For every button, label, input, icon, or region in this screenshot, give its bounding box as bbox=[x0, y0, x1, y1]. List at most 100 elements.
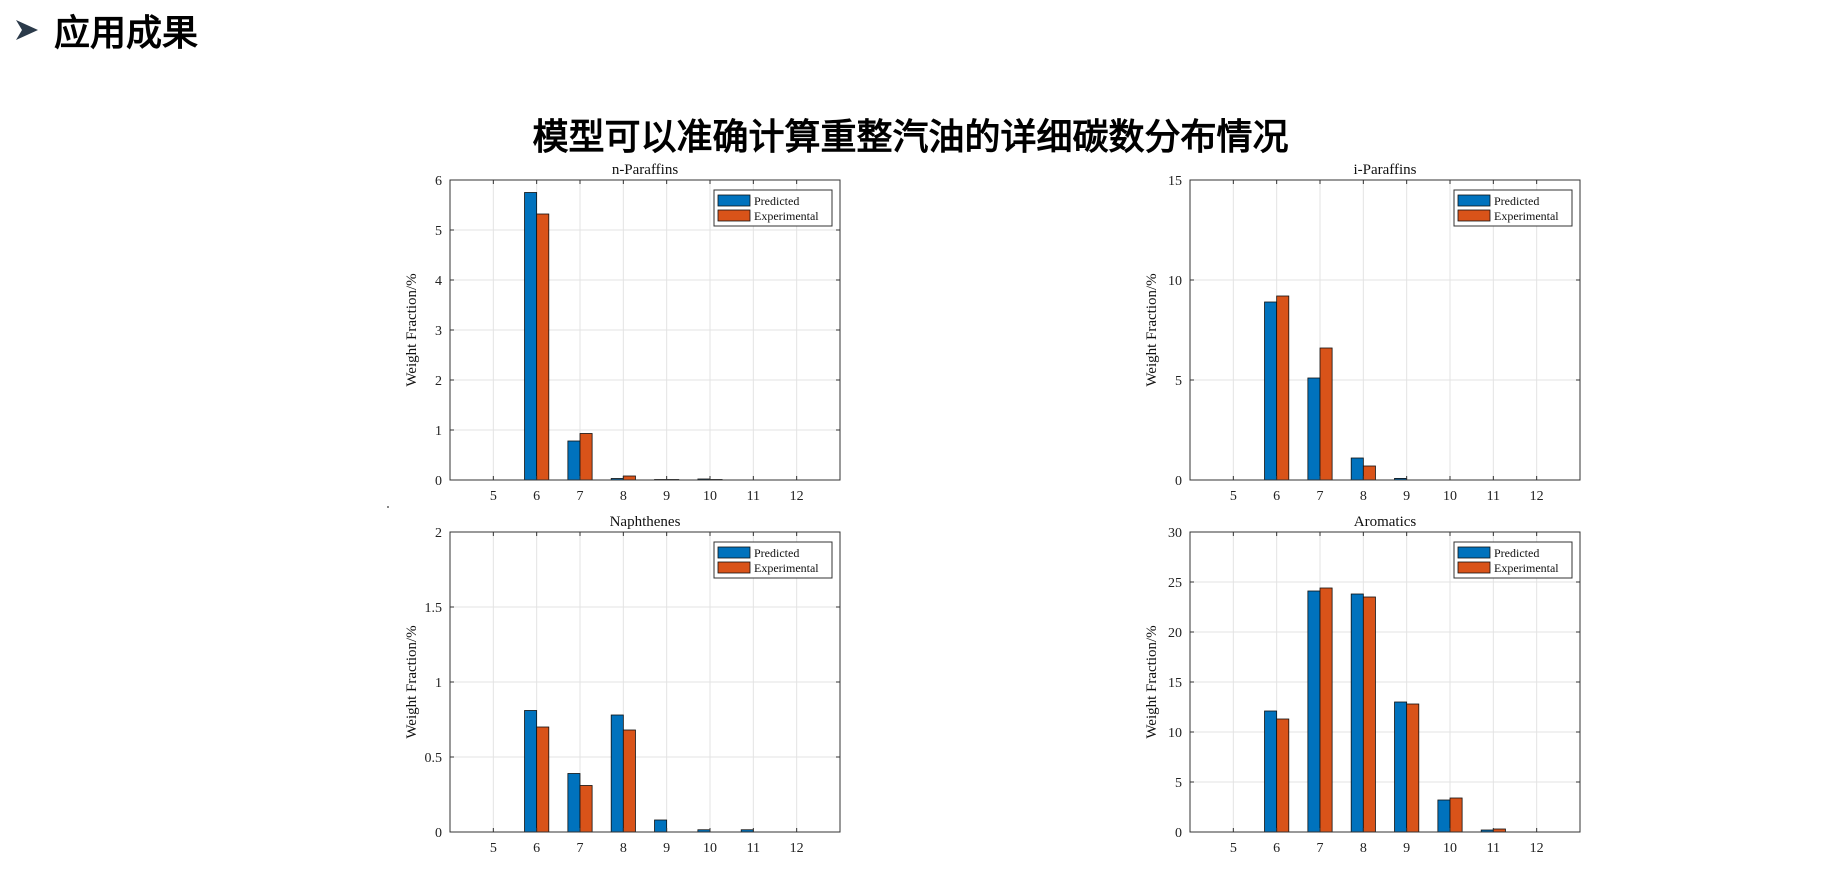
x-tick-label: 10 bbox=[703, 489, 717, 504]
y-tick-label: 3 bbox=[435, 324, 442, 339]
bar-predicted-9 bbox=[654, 819, 668, 833]
legend-label-experimental: Experimental bbox=[754, 561, 819, 575]
y-axis-label: Weight Fraction/% bbox=[1144, 273, 1160, 386]
legend-swatch-experimental bbox=[717, 209, 751, 222]
y-tick-label: 1.5 bbox=[425, 601, 443, 616]
y-tick-label: 6 bbox=[435, 174, 442, 189]
bar-predicted-6 bbox=[524, 710, 538, 833]
y-axis-label: Weight Fraction/% bbox=[1144, 625, 1160, 738]
stray-dot bbox=[387, 506, 389, 508]
y-tick-label: 2 bbox=[435, 526, 442, 541]
x-tick-label: 6 bbox=[533, 841, 540, 856]
x-tick-label: 10 bbox=[703, 841, 717, 856]
bar-predicted-7 bbox=[567, 773, 581, 833]
y-tick-label: 5 bbox=[1175, 776, 1182, 791]
chart-title: i-Paraffins bbox=[1353, 162, 1416, 178]
legend-label-predicted: Predicted bbox=[754, 194, 799, 208]
y-tick-label: 20 bbox=[1168, 626, 1182, 641]
x-tick-label: 12 bbox=[1530, 489, 1544, 504]
x-tick-label: 11 bbox=[1487, 841, 1500, 856]
x-tick-label: 11 bbox=[747, 489, 760, 504]
y-tick-label: 0 bbox=[435, 826, 442, 841]
y-tick-label: 1 bbox=[435, 424, 442, 439]
y-tick-label: 15 bbox=[1168, 676, 1182, 691]
y-tick-label: 0.5 bbox=[425, 751, 443, 766]
legend-label-predicted: Predicted bbox=[1494, 546, 1539, 560]
x-tick-label: 9 bbox=[1403, 489, 1410, 504]
bar-predicted-7 bbox=[1307, 377, 1321, 481]
y-tick-label: 5 bbox=[1175, 374, 1182, 389]
x-tick-label: 12 bbox=[790, 489, 804, 504]
chart-title: Aromatics bbox=[1354, 514, 1417, 530]
x-tick-label: 5 bbox=[490, 489, 497, 504]
x-tick-label: 5 bbox=[1230, 841, 1237, 856]
arrow-bullet-icon bbox=[16, 20, 38, 40]
x-tick-label: 6 bbox=[1273, 489, 1280, 504]
x-tick-label: 11 bbox=[747, 841, 760, 856]
bar-predicted-8 bbox=[610, 714, 624, 833]
legend-swatch-experimental bbox=[1457, 561, 1491, 574]
x-axis-label: Carbon number bbox=[1335, 861, 1436, 862]
x-tick-label: 11 bbox=[1487, 489, 1500, 504]
x-tick-label: 9 bbox=[1403, 841, 1410, 856]
y-tick-label: 4 bbox=[435, 274, 442, 289]
legend-label-predicted: Predicted bbox=[754, 546, 799, 560]
bar-predicted-7 bbox=[1307, 590, 1321, 833]
bar-experimental-7 bbox=[1319, 587, 1333, 833]
bar-experimental-7 bbox=[579, 433, 593, 481]
x-tick-label: 10 bbox=[1443, 841, 1457, 856]
y-tick-label: 10 bbox=[1168, 726, 1182, 741]
bar-predicted-8 bbox=[1350, 457, 1364, 481]
x-axis-label: Carbon number bbox=[1335, 509, 1436, 510]
y-axis-label: Weight Fraction/% bbox=[404, 625, 420, 738]
bar-experimental-8 bbox=[1362, 596, 1376, 833]
x-tick-label: 8 bbox=[620, 841, 627, 856]
x-tick-label: 12 bbox=[790, 841, 804, 856]
y-tick-label: 2 bbox=[435, 374, 442, 389]
bar-predicted-8 bbox=[1350, 593, 1364, 833]
legend-swatch-experimental bbox=[717, 561, 751, 574]
x-tick-label: 8 bbox=[1360, 489, 1367, 504]
x-tick-label: 6 bbox=[1273, 841, 1280, 856]
x-tick-label: 12 bbox=[1530, 841, 1544, 856]
slide-header: 应用成果 bbox=[14, 6, 198, 54]
legend-label-experimental: Experimental bbox=[754, 209, 819, 223]
x-tick-label: 9 bbox=[663, 841, 670, 856]
x-tick-label: 7 bbox=[577, 489, 584, 504]
bar-predicted-6 bbox=[1264, 710, 1278, 833]
bar-experimental-7 bbox=[579, 785, 593, 833]
bar-experimental-6 bbox=[536, 213, 550, 481]
bar-experimental-8 bbox=[1362, 465, 1376, 481]
bar-predicted-6 bbox=[524, 192, 538, 481]
axes-box bbox=[1189, 179, 1581, 481]
legend-swatch-predicted bbox=[717, 194, 751, 207]
legend-label-experimental: Experimental bbox=[1494, 209, 1559, 223]
legend-swatch-experimental bbox=[1457, 209, 1491, 222]
x-tick-label: 9 bbox=[663, 489, 670, 504]
legend-label-predicted: Predicted bbox=[1494, 194, 1539, 208]
bar-predicted-9 bbox=[1394, 701, 1408, 833]
y-tick-label: 15 bbox=[1168, 174, 1182, 189]
bar-predicted-7 bbox=[567, 440, 581, 481]
x-axis-label: Carbon number bbox=[595, 861, 696, 862]
y-tick-label: 1 bbox=[435, 676, 442, 691]
chart-title: Naphthenes bbox=[610, 514, 681, 530]
slide-title: 应用成果 bbox=[54, 13, 199, 54]
x-tick-label: 7 bbox=[1317, 841, 1324, 856]
x-tick-label: 5 bbox=[490, 841, 497, 856]
bar-experimental-6 bbox=[1276, 718, 1290, 833]
y-tick-label: 0 bbox=[1175, 826, 1182, 841]
bar-experimental-8 bbox=[622, 729, 636, 833]
chart-heading: 模型可以准确计算重整汽油的详细碳数分布情况 bbox=[532, 117, 1289, 158]
bar-predicted-6 bbox=[1264, 301, 1278, 481]
x-tick-label: 7 bbox=[577, 841, 584, 856]
y-tick-label: 10 bbox=[1168, 274, 1182, 289]
bar-experimental-6 bbox=[1276, 295, 1290, 481]
bar-experimental-8 bbox=[622, 475, 636, 481]
legend-swatch-predicted bbox=[717, 546, 751, 559]
legend-label-experimental: Experimental bbox=[1494, 561, 1559, 575]
